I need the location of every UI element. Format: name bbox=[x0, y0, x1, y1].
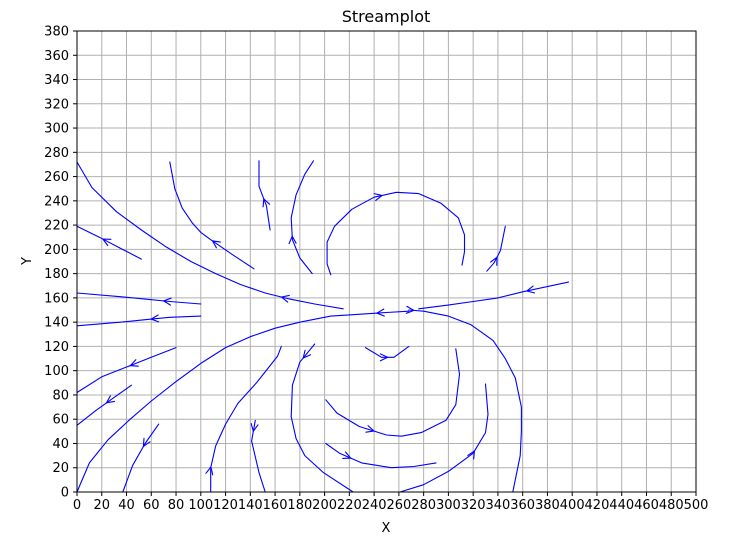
streamline-arrow bbox=[101, 238, 112, 247]
streamline-arrow bbox=[525, 285, 536, 294]
x-tick-label: 460 bbox=[634, 498, 659, 513]
streamline-arrow bbox=[142, 437, 151, 448]
streamline bbox=[326, 191, 466, 276]
streamline-arrow bbox=[280, 294, 290, 303]
streamline bbox=[76, 310, 410, 493]
grid bbox=[76, 30, 697, 493]
y-tick-label: 80 bbox=[52, 388, 69, 403]
streamline-arrow bbox=[105, 395, 116, 404]
x-axis-ticks: 0 20 40 60 80 100 120 140 160 180 200 220 240 260 280 3… bbox=[73, 492, 709, 513]
x-tick-label: 20 bbox=[93, 498, 110, 513]
streamline-arrow bbox=[375, 308, 385, 317]
x-axis-label: X bbox=[382, 521, 391, 536]
y-tick-label: 140 bbox=[44, 316, 69, 331]
streamline bbox=[290, 160, 315, 275]
streamline-arrow bbox=[250, 423, 259, 433]
x-tick-label: 320 bbox=[461, 498, 486, 513]
streamline-arrow bbox=[342, 451, 352, 459]
x-tick-label: 40 bbox=[118, 498, 135, 513]
y-tick-label: 380 bbox=[44, 25, 69, 40]
y-tick-label: 200 bbox=[44, 243, 69, 258]
streamline bbox=[169, 161, 255, 270]
x-tick-label: 0 bbox=[73, 498, 81, 513]
y-tick-label: 120 bbox=[44, 340, 69, 355]
y-tick-label: 240 bbox=[44, 194, 69, 209]
y-tick-label: 180 bbox=[44, 267, 69, 282]
y-axis-label: Y bbox=[20, 257, 35, 266]
streamline bbox=[76, 292, 202, 305]
streamline-arrow bbox=[405, 305, 416, 314]
y-axis-ticks: 0 20 40 60 80 100 120 140 160 180 200 220 240 260 280 3… bbox=[44, 25, 77, 501]
y-tick-label: 160 bbox=[44, 291, 69, 306]
streamline bbox=[325, 442, 437, 469]
streamline-arrow bbox=[379, 353, 389, 362]
streamline-arrow bbox=[373, 193, 384, 201]
streamline bbox=[210, 345, 282, 493]
streamlines bbox=[76, 160, 570, 493]
y-tick-label: 40 bbox=[52, 437, 69, 452]
x-tick-label: 120 bbox=[213, 498, 238, 513]
x-tick-label: 180 bbox=[287, 498, 312, 513]
y-tick-label: 220 bbox=[44, 219, 69, 234]
y-tick-label: 100 bbox=[44, 364, 69, 379]
streamline bbox=[325, 348, 461, 437]
x-tick-label: 440 bbox=[609, 498, 634, 513]
streamline bbox=[76, 384, 133, 426]
streamline bbox=[290, 343, 354, 493]
streamline-arrow bbox=[490, 256, 498, 266]
x-tick-label: 100 bbox=[188, 498, 213, 513]
x-tick-label: 200 bbox=[312, 498, 337, 513]
x-tick-label: 400 bbox=[560, 498, 585, 513]
streamline-arrow bbox=[129, 359, 139, 367]
x-tick-label: 80 bbox=[168, 498, 185, 513]
plot-frame bbox=[76, 30, 697, 493]
x-tick-label: 60 bbox=[143, 498, 160, 513]
y-tick-label: 320 bbox=[44, 97, 69, 112]
streamline-arrow bbox=[149, 314, 160, 323]
y-tick-label: 360 bbox=[44, 49, 69, 64]
y-tick-label: 280 bbox=[44, 146, 69, 161]
y-tick-label: 0 bbox=[61, 486, 69, 501]
streamline bbox=[399, 383, 489, 493]
streamline-arrow bbox=[467, 449, 476, 460]
y-tick-label: 260 bbox=[44, 170, 69, 185]
streamline-arrow bbox=[288, 234, 297, 245]
y-tick-label: 60 bbox=[52, 413, 69, 428]
x-tick-label: 220 bbox=[337, 498, 362, 513]
streamline-arrow bbox=[262, 197, 271, 208]
x-tick-label: 500 bbox=[684, 498, 709, 513]
streamline bbox=[122, 423, 160, 493]
x-tick-label: 380 bbox=[535, 498, 560, 513]
y-tick-label: 20 bbox=[52, 461, 69, 476]
streamline bbox=[76, 315, 202, 327]
streamline-arrow bbox=[205, 465, 214, 476]
x-tick-label: 360 bbox=[510, 498, 535, 513]
streamline bbox=[76, 225, 142, 260]
y-tick-label: 340 bbox=[44, 73, 69, 88]
x-tick-label: 480 bbox=[659, 498, 684, 513]
x-tick-label: 160 bbox=[263, 498, 288, 513]
chart-title: Streamplot bbox=[342, 7, 431, 26]
streamline bbox=[76, 347, 177, 394]
streamline bbox=[418, 281, 570, 310]
streamline-arrow bbox=[211, 240, 221, 249]
x-tick-label: 140 bbox=[238, 498, 263, 513]
x-tick-label: 280 bbox=[411, 498, 436, 513]
y-tick-label: 300 bbox=[44, 122, 69, 137]
streamline-arrow bbox=[302, 349, 312, 359]
x-tick-label: 340 bbox=[486, 498, 511, 513]
streamline bbox=[76, 161, 344, 310]
x-tick-label: 240 bbox=[362, 498, 387, 513]
x-tick-label: 300 bbox=[436, 498, 461, 513]
streamline-arrow bbox=[365, 425, 376, 433]
x-tick-label: 260 bbox=[386, 498, 411, 513]
x-tick-label: 420 bbox=[585, 498, 610, 513]
streamline-arrow bbox=[162, 297, 172, 306]
streamline bbox=[258, 160, 271, 231]
streamline bbox=[408, 309, 522, 493]
